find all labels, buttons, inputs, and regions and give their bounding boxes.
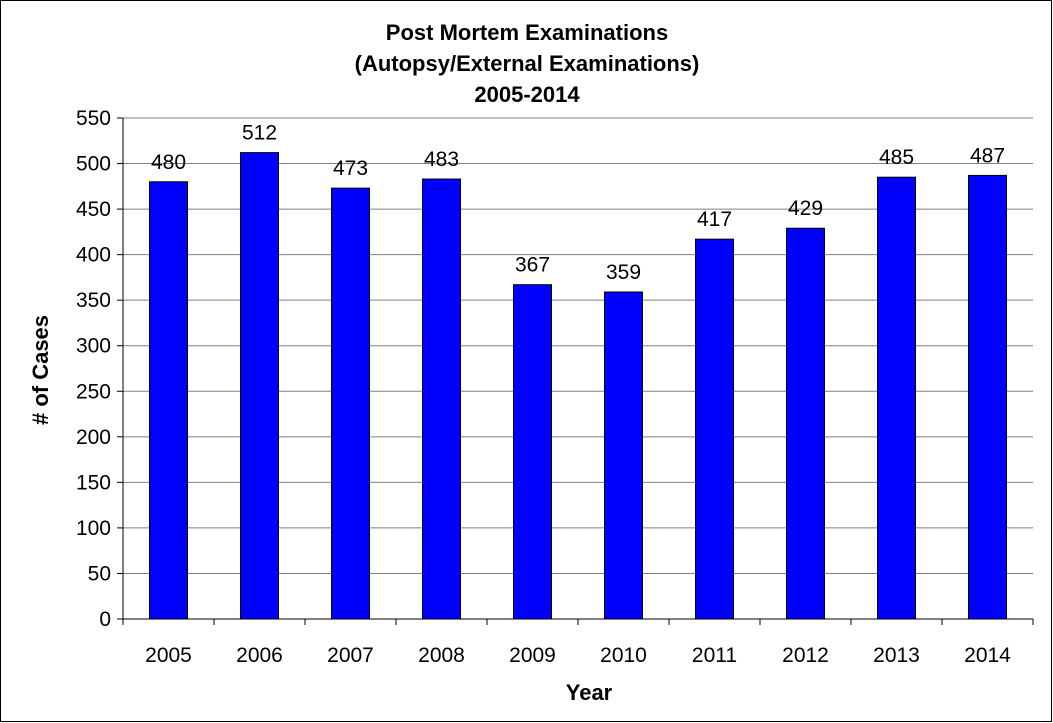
- chart-title: Post Mortem Examinations (Autopsy/Extern…: [355, 20, 700, 107]
- x-tick-label: 2013: [873, 644, 920, 667]
- y-tick-label: 200: [76, 426, 111, 449]
- y-tick-label: 50: [88, 562, 111, 585]
- x-tick-label: 2012: [782, 644, 829, 667]
- data-label: 417: [697, 208, 732, 231]
- chart-title-line-2: (Autopsy/External Examinations): [355, 51, 700, 76]
- data-label: 480: [151, 151, 186, 174]
- bar-2010: [604, 291, 643, 620]
- data-label: 512: [242, 122, 277, 145]
- y-axis-ticks: 0 50 100 150 200 250 300 350 400 450 500 550: [76, 107, 123, 631]
- y-tick-label: 400: [76, 244, 111, 267]
- y-tick-label: 500: [76, 153, 111, 176]
- x-tick-label: 2010: [600, 644, 647, 667]
- x-tick-label: 2007: [327, 644, 374, 667]
- data-label: 367: [515, 254, 550, 277]
- bar-2006: [240, 152, 279, 620]
- bar-2005: [149, 181, 188, 620]
- bar-2012: [786, 227, 825, 620]
- data-label: 473: [333, 157, 368, 180]
- data-labels: 480 512 473 483 367 359 417 429 485 487: [151, 122, 1005, 284]
- bar-2011: [695, 238, 734, 620]
- y-axis-title: # of Cases: [28, 315, 53, 425]
- x-tick-label: 2009: [509, 644, 556, 667]
- chart-title-line-1: Post Mortem Examinations: [386, 20, 668, 45]
- y-tick-label: 100: [76, 517, 111, 540]
- x-tick-label: 2006: [236, 644, 283, 667]
- y-tick-label: 550: [76, 107, 111, 130]
- bars: [149, 152, 1007, 620]
- y-tick-label: 150: [76, 471, 111, 494]
- x-tick-label: 2008: [418, 644, 465, 667]
- bar-2013: [877, 176, 916, 620]
- x-axis-title: Year: [566, 680, 613, 705]
- bar-2009: [513, 284, 552, 620]
- y-tick-label: 300: [76, 335, 111, 358]
- data-label: 483: [424, 148, 459, 171]
- data-label: 485: [879, 146, 914, 169]
- bar-2014: [968, 174, 1007, 620]
- data-label: 359: [606, 261, 641, 284]
- x-tick-label: 2011: [692, 644, 737, 667]
- data-label: 429: [788, 197, 823, 220]
- x-tick-label: 2014: [964, 644, 1011, 667]
- bar-2008: [422, 178, 461, 620]
- y-tick-label: 250: [76, 380, 111, 403]
- y-tick-label: 350: [76, 289, 111, 312]
- y-tick-label: 0: [99, 608, 111, 631]
- chart-title-line-3: 2005-2014: [474, 82, 580, 107]
- x-axis-ticks: 2005 2006 2007 2008 2009 2010 2011 2012 2013 2014: [122, 619, 1034, 667]
- bar-2007: [331, 187, 370, 620]
- x-tick-label: 2005: [145, 644, 192, 667]
- y-tick-label: 450: [76, 198, 111, 221]
- data-label: 487: [970, 144, 1005, 167]
